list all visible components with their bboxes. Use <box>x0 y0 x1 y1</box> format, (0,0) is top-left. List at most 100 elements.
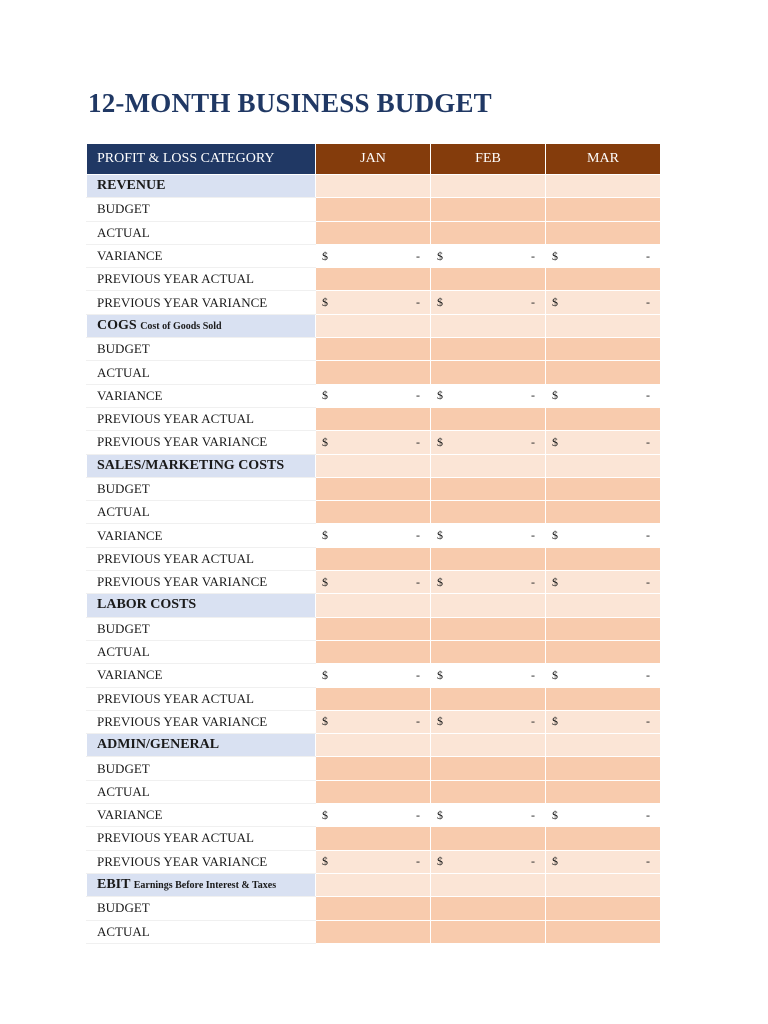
input-cell[interactable] <box>430 639 546 665</box>
input-cell[interactable] <box>545 686 661 711</box>
currency-symbol: $ <box>552 388 558 403</box>
section-cell[interactable] <box>315 872 431 898</box>
table-row: PREVIOUS YEAR VARIANCE $ - $ - $ - <box>86 430 661 455</box>
input-cell[interactable] <box>545 500 661 525</box>
section-cell[interactable] <box>430 313 546 339</box>
input-cell[interactable] <box>315 267 431 292</box>
table-row: BUDGET <box>86 616 661 641</box>
input-cell[interactable] <box>430 826 546 851</box>
variance-cell: $ - <box>545 849 661 874</box>
currency-symbol: $ <box>552 574 558 589</box>
input-cell[interactable] <box>430 220 546 245</box>
input-cell[interactable] <box>315 220 431 245</box>
section-cell[interactable] <box>545 593 661 618</box>
variance-cell: $ - <box>315 663 431 688</box>
input-cell[interactable] <box>315 546 431 572</box>
input-cell[interactable] <box>315 639 431 665</box>
input-cell[interactable] <box>315 406 431 432</box>
section-cell[interactable] <box>545 173 661 199</box>
currency-symbol: $ <box>322 574 328 589</box>
input-cell[interactable] <box>430 360 546 385</box>
input-cell[interactable] <box>430 476 546 502</box>
input-cell[interactable] <box>430 267 546 292</box>
input-cell[interactable] <box>430 500 546 525</box>
variance-value: - <box>646 434 650 449</box>
table-row: ACTUAL <box>86 779 661 805</box>
input-cell[interactable] <box>430 686 546 711</box>
variance-value: - <box>531 807 535 822</box>
input-cell[interactable] <box>430 406 546 432</box>
variance-value: - <box>646 714 650 729</box>
variance-cell: $ - <box>430 290 546 315</box>
input-cell[interactable] <box>545 546 661 572</box>
input-cell[interactable] <box>430 337 546 362</box>
input-cell[interactable] <box>545 267 661 292</box>
input-cell[interactable] <box>430 779 546 805</box>
currency-symbol: $ <box>322 807 328 822</box>
input-cell[interactable] <box>430 546 546 572</box>
row-label: ACTUAL <box>86 500 316 525</box>
row-label: BUDGET <box>86 756 316 781</box>
input-cell[interactable] <box>315 500 431 525</box>
section-cell[interactable] <box>430 593 546 618</box>
section-label: EBIT Earnings Before Interest & Taxes <box>86 872 316 898</box>
section-cell[interactable] <box>430 733 546 758</box>
input-cell[interactable] <box>315 896 431 921</box>
section-cell[interactable] <box>315 593 431 618</box>
section-cell[interactable] <box>315 173 431 199</box>
variance-value: - <box>531 295 535 310</box>
variance-value: - <box>646 528 650 543</box>
input-cell[interactable] <box>430 756 546 781</box>
section-row: EBIT Earnings Before Interest & Taxes <box>86 872 661 898</box>
table-header-row: PROFIT & LOSS CATEGORY JAN FEB MAR <box>86 143 661 175</box>
variance-value: - <box>416 574 420 589</box>
variance-cell: $ - <box>430 243 546 269</box>
input-cell[interactable] <box>545 616 661 641</box>
section-cell[interactable] <box>545 453 661 478</box>
section-cell[interactable] <box>430 453 546 478</box>
input-cell[interactable] <box>545 756 661 781</box>
section-cell[interactable] <box>315 453 431 478</box>
section-cell[interactable] <box>430 173 546 199</box>
input-cell[interactable] <box>430 616 546 641</box>
input-cell[interactable] <box>545 197 661 222</box>
input-cell[interactable] <box>315 337 431 362</box>
variance-value: - <box>531 248 535 263</box>
input-cell[interactable] <box>315 756 431 781</box>
input-cell[interactable] <box>545 826 661 851</box>
input-cell[interactable] <box>545 406 661 432</box>
input-cell[interactable] <box>430 919 546 944</box>
input-cell[interactable] <box>315 686 431 711</box>
currency-symbol: $ <box>437 807 443 822</box>
input-cell[interactable] <box>315 779 431 805</box>
input-cell[interactable] <box>315 919 431 944</box>
section-cell[interactable] <box>430 872 546 898</box>
input-cell[interactable] <box>545 220 661 245</box>
input-cell[interactable] <box>545 779 661 805</box>
currency-symbol: $ <box>552 528 558 543</box>
section-cell[interactable] <box>545 313 661 339</box>
input-cell[interactable] <box>545 639 661 665</box>
variance-value: - <box>646 295 650 310</box>
input-cell[interactable] <box>545 476 661 502</box>
section-cell[interactable] <box>315 733 431 758</box>
section-cell[interactable] <box>315 313 431 339</box>
input-cell[interactable] <box>315 616 431 641</box>
variance-cell: $ - <box>545 383 661 408</box>
input-cell[interactable] <box>315 476 431 502</box>
input-cell[interactable] <box>545 896 661 921</box>
currency-symbol: $ <box>322 388 328 403</box>
section-name: COGS <box>97 317 137 333</box>
input-cell[interactable] <box>315 360 431 385</box>
input-cell[interactable] <box>430 197 546 222</box>
variance-cell: $ - <box>430 803 546 828</box>
input-cell[interactable] <box>315 826 431 851</box>
section-cell[interactable] <box>545 872 661 898</box>
input-cell[interactable] <box>315 197 431 222</box>
input-cell[interactable] <box>545 919 661 944</box>
row-label: PREVIOUS YEAR ACTUAL <box>86 546 316 572</box>
input-cell[interactable] <box>430 896 546 921</box>
input-cell[interactable] <box>545 360 661 385</box>
section-cell[interactable] <box>545 733 661 758</box>
input-cell[interactable] <box>545 337 661 362</box>
